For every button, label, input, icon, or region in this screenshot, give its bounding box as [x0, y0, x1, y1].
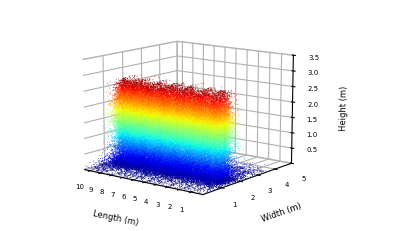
- Y-axis label: Width (m): Width (m): [260, 202, 302, 224]
- X-axis label: Length (m): Length (m): [92, 210, 140, 228]
